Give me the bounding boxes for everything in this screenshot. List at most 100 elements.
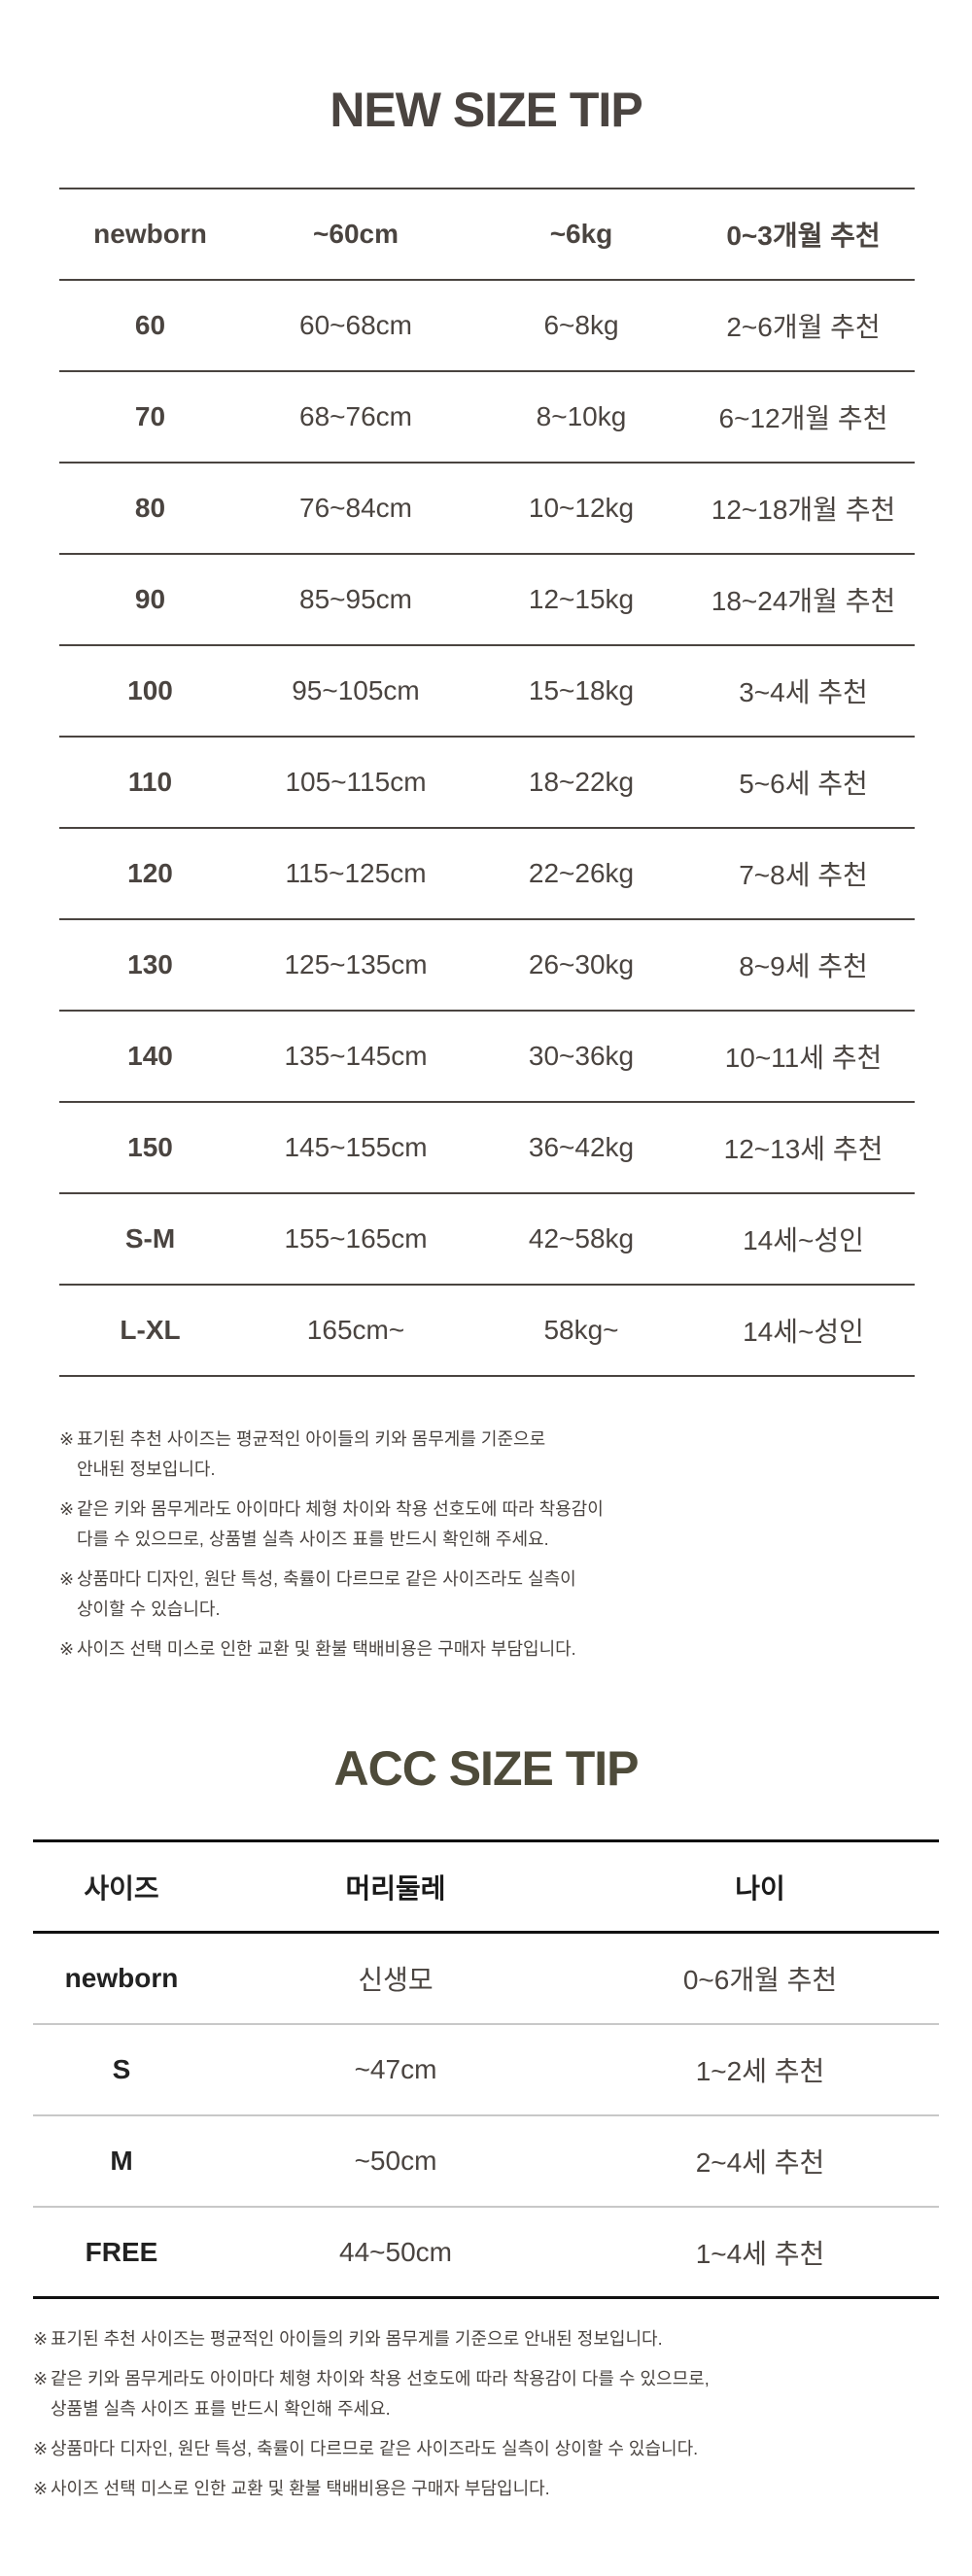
table-cell: 76~84cm [299, 493, 412, 523]
table-cell: 115~125cm [285, 858, 427, 888]
table-cell: 85~95cm [299, 584, 412, 614]
table-cell: 신생모 [358, 1965, 434, 1995]
table-cell: 60~68cm [299, 310, 412, 340]
note-text: 같은 키와 몸무게라도 아이마다 체형 차이와 착용 선호도에 따라 착용감이 … [77, 1499, 604, 1549]
table-row: 150 145~155cm 36~42kg 12~13세 추천 [59, 1103, 915, 1194]
table-row: 130 125~135cm 26~30kg 8~9세 추천 [59, 920, 915, 1012]
table-cell: newborn [64, 1963, 179, 1993]
table-cell: 12~15kg [528, 584, 635, 614]
table-cell: 130 [127, 949, 173, 979]
new-size-notes: ※ 표기된 추천 사이즈는 평균적인 아이들의 키와 몸무게를 기준으로 안내된 … [59, 1425, 604, 1674]
table-cell: 12~13세 추천 [723, 1134, 884, 1164]
note-text: 상품마다 디자인, 원단 특성, 축률이 다르므로 같은 사이즈라도 실측이 상… [51, 2439, 699, 2458]
table-cell: 6~8kg [543, 310, 619, 340]
table-cell: 60 [134, 310, 166, 340]
table-cell: 5~6세 추천 [739, 769, 868, 799]
table-cell: 36~42kg [528, 1132, 635, 1162]
table-cell: FREE [85, 2236, 158, 2267]
table-cell: 3~4세 추천 [739, 677, 868, 707]
column-header: 머리둘레 [345, 1872, 446, 1904]
table-cell: 14세~성인 [743, 1225, 864, 1255]
reference-mark-icon: ※ [59, 1639, 75, 1659]
note-item: ※ 표기된 추천 사이즈는 평균적인 아이들의 키와 몸무게를 기준으로 안내된 … [59, 1425, 604, 1485]
table-cell: 1~4세 추천 [695, 2238, 825, 2269]
table-cell: 0~6개월 추천 [682, 1965, 838, 1995]
table-row: M ~50cm 2~4세 추천 [33, 2116, 939, 2208]
table-cell: 90 [134, 584, 166, 614]
table-cell: 2~4세 추천 [695, 2147, 825, 2178]
acc-size-notes: ※ 표기된 추천 사이즈는 평균적인 아이들의 키와 몸무게를 기준으로 안내된 … [33, 2324, 710, 2514]
table-cell: 0~3개월 추천 [726, 221, 881, 251]
column-header: 나이 [735, 1872, 785, 1904]
table-cell: 165cm~ [306, 1315, 405, 1345]
table-cell: 58kg~ [543, 1315, 619, 1345]
table-row: S ~47cm 1~2세 추천 [33, 2025, 939, 2116]
note-item: ※ 사이즈 선택 미스로 인한 교환 및 환불 택배비용은 구매자 부담입니다. [59, 1634, 604, 1665]
reference-mark-icon: ※ [33, 2329, 49, 2349]
column-header: 사이즈 [84, 1872, 159, 1904]
new-size-tip-title: NEW SIZE TIP [330, 83, 642, 137]
table-cell: 140 [127, 1041, 173, 1071]
table-cell: 2~6개월 추천 [726, 312, 881, 342]
table-cell: 15~18kg [528, 675, 635, 705]
table-cell: ~60cm [313, 219, 399, 249]
note-item: ※ 상품마다 디자인, 원단 특성, 축률이 다르므로 같은 사이즈라도 실측이 … [59, 1564, 604, 1625]
note-text: 표기된 추천 사이즈는 평균적인 아이들의 키와 몸무게를 기준으로 안내된 정… [51, 2329, 663, 2349]
table-cell: 6~12개월 추천 [718, 403, 888, 433]
note-item: ※ 같은 키와 몸무게라도 아이마다 체형 차이와 착용 선호도에 따라 착용감이… [33, 2364, 710, 2424]
table-cell: 42~58kg [528, 1223, 635, 1254]
table-cell: 120 [127, 858, 173, 888]
table-row: S-M 155~165cm 42~58kg 14세~성인 [59, 1194, 915, 1286]
table-cell: ~50cm [354, 2146, 437, 2176]
note-item: ※ 같은 키와 몸무게라도 아이마다 체형 차이와 착용 선호도에 따라 착용감이… [59, 1494, 604, 1555]
table-cell: S-M [124, 1223, 176, 1254]
reference-mark-icon: ※ [59, 1569, 75, 1589]
table-row: FREE 44~50cm 1~4세 추천 [33, 2208, 939, 2299]
note-text: 사이즈 선택 미스로 인한 교환 및 환불 택배비용은 구매자 부담입니다. [51, 2479, 550, 2498]
table-cell: 8~10kg [536, 401, 627, 431]
table-row: newborn 신생모 0~6개월 추천 [33, 1934, 939, 2025]
table-cell: 18~24개월 추천 [711, 586, 896, 616]
table-cell: 125~135cm [284, 949, 428, 979]
reference-mark-icon: ※ [33, 2479, 49, 2498]
table-cell: 1~2세 추천 [695, 2056, 825, 2086]
reference-mark-icon: ※ [33, 2439, 49, 2458]
table-cell: 10~11세 추천 [724, 1043, 883, 1073]
table-row: newborn ~60cm ~6kg 0~3개월 추천 [59, 189, 915, 281]
table-cell: 14세~성인 [743, 1317, 864, 1347]
acc-size-tip-title: ACC SIZE TIP [333, 1741, 639, 1796]
table-cell: 18~22kg [528, 767, 635, 797]
table-cell: newborn [93, 219, 207, 249]
reference-mark-icon: ※ [59, 1429, 75, 1449]
table-row: 110 105~115cm 18~22kg 5~6세 추천 [59, 738, 915, 829]
table-cell: 135~145cm [284, 1041, 428, 1071]
table-cell: L-XL [120, 1315, 181, 1345]
table-cell: 7~8세 추천 [739, 860, 868, 890]
table-cell: 145~155cm [284, 1132, 428, 1162]
table-cell: M [110, 2146, 133, 2176]
table-cell: 22~26kg [528, 858, 635, 888]
table-cell: 155~165cm [284, 1223, 428, 1254]
table-cell: 70 [134, 401, 166, 431]
table-row: 90 85~95cm 12~15kg 18~24개월 추천 [59, 555, 915, 646]
table-cell: ~47cm [354, 2054, 437, 2084]
table-cell: 100 [127, 675, 173, 705]
note-item: ※ 상품마다 디자인, 원단 특성, 축률이 다르므로 같은 사이즈라도 실측이 … [33, 2434, 710, 2464]
note-text: 표기된 추천 사이즈는 평균적인 아이들의 키와 몸무게를 기준으로 안내된 정… [77, 1429, 546, 1479]
table-cell: S [112, 2054, 131, 2084]
table-cell: 80 [134, 493, 166, 523]
table-cell: 44~50cm [339, 2236, 452, 2267]
table-row: L-XL 165cm~ 58kg~ 14세~성인 [59, 1286, 915, 1377]
new-size-table: newborn ~60cm ~6kg 0~3개월 추천 60 60~68cm 6~8kg 2~… [59, 188, 915, 1377]
table-cell: 68~76cm [299, 401, 412, 431]
table-row: 60 60~68cm 6~8kg 2~6개월 추천 [59, 281, 915, 372]
table-cell: 8~9세 추천 [739, 951, 868, 981]
note-item: ※ 표기된 추천 사이즈는 평균적인 아이들의 키와 몸무게를 기준으로 안내된 … [33, 2324, 710, 2354]
table-row: 100 95~105cm 15~18kg 3~4세 추천 [59, 646, 915, 738]
table-cell: 105~115cm [285, 767, 427, 797]
table-cell: 12~18개월 추천 [711, 495, 896, 525]
note-text: 같은 키와 몸무게라도 아이마다 체형 차이와 착용 선호도에 따라 착용감이 … [51, 2369, 710, 2419]
table-cell: 26~30kg [528, 949, 635, 979]
table-header-row: 사이즈 머리둘레 나이 [33, 1842, 939, 1934]
table-cell: 10~12kg [528, 493, 635, 523]
